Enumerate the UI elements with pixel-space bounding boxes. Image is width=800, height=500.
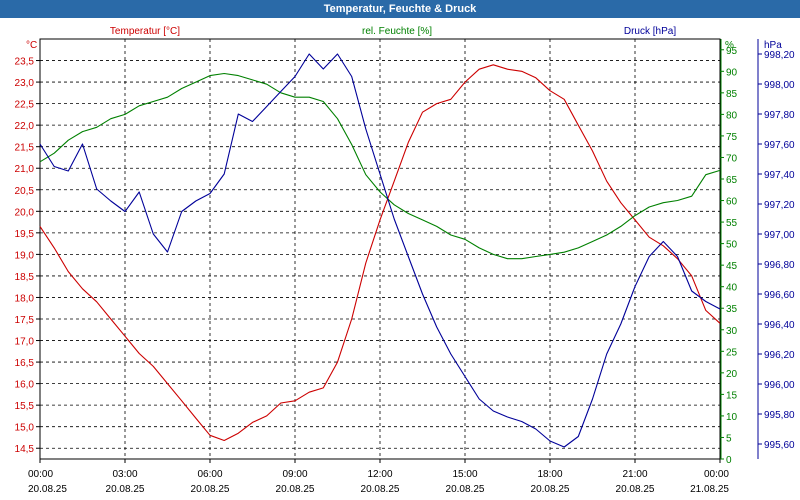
time-tick-label: 00:00 [704, 469, 729, 480]
series-line-humidity [39, 72, 721, 260]
date-tick-label: 20.08.25 [28, 484, 67, 495]
date-tick-label: 21.08.25 [690, 484, 729, 495]
temperature-tick-label: 23,5 [15, 57, 35, 68]
humidity-tick-label: 10 [726, 412, 738, 423]
pressure-tick-label: 996,20 [764, 350, 795, 361]
temperature-tick-label: 16,5 [15, 358, 35, 369]
pressure-tick-label: 996,80 [764, 260, 795, 271]
date-tick-label: 20.08.25 [191, 484, 230, 495]
time-tick-label: 18:00 [537, 469, 562, 480]
temperature-axis-title: Temperatur [°C] [110, 26, 180, 37]
series-line-pressure [39, 53, 721, 448]
humidity-tick-label: 25 [726, 347, 738, 358]
temperature-tick-label: 21,0 [15, 164, 35, 175]
temperature-tick-label: 22,5 [15, 100, 35, 111]
humidity-tick-label: 90 [726, 67, 738, 78]
time-tick-label: 03:00 [112, 469, 137, 480]
humidity-tick-label: 75 [726, 132, 738, 143]
humidity-tick-label: 5 [726, 433, 732, 444]
time-tick-label: 15:00 [452, 469, 477, 480]
pressure-tick-label: 997,60 [764, 140, 795, 151]
humidity-tick-label: 80 [726, 110, 738, 121]
grid [40, 39, 720, 459]
temperature-tick-label: 16,0 [15, 380, 35, 391]
time-axis: 00:00 20.08.25 03:00 20.08.25 06:00 20.08.25 0… [28, 459, 729, 495]
humidity-tick-label: 30 [726, 326, 738, 337]
humidity-tick-label: 40 [726, 283, 738, 294]
date-tick-label: 20.08.25 [361, 484, 400, 495]
humidity-tick-label: 0 [726, 455, 732, 466]
time-tick-label: 12:00 [367, 469, 392, 480]
pressure-tick-label: 998,20 [764, 50, 795, 61]
time-tick-label: 21:00 [622, 469, 647, 480]
pressure-tick-label: 997,00 [764, 230, 795, 241]
date-tick-label: 20.08.25 [106, 484, 145, 495]
humidity-tick-label: 15 [726, 390, 738, 401]
temperature-tick-label: 17,0 [15, 337, 35, 348]
pressure-tick-label: 996,40 [764, 320, 795, 331]
axis-headers: °C Temperatur [°C] rel. Feuchte [%] Druck [… [26, 26, 782, 51]
temperature-tick-label: 22,0 [15, 121, 35, 132]
temperature-tick-label: 21,5 [15, 143, 35, 154]
temperature-tick-label: 19,0 [15, 250, 35, 261]
temperature-axis: 14,5 15,0 15,5 16,0 16,5 17,0 17,5 18,0 18,5 19,0… [15, 57, 40, 455]
humidity-tick-label: 85 [726, 89, 738, 100]
pressure-axis: 995,60 995,80 996,00 996,20 996,40 996,60 996,… [757, 39, 795, 459]
date-tick-label: 20.08.25 [276, 484, 315, 495]
humidity-tick-label: 45 [726, 261, 738, 272]
temperature-tick-label: 20,0 [15, 207, 35, 218]
date-tick-label: 20.08.25 [531, 484, 570, 495]
series-lines [39, 53, 721, 448]
temperature-unit: °C [26, 40, 37, 51]
pressure-tick-label: 996,00 [764, 380, 795, 391]
temperature-tick-label: 15,5 [15, 401, 35, 412]
temperature-tick-label: 19,5 [15, 229, 35, 240]
humidity-tick-label: 20 [726, 369, 738, 380]
humidity-tick-label: 35 [726, 304, 738, 315]
humidity-tick-label: 65 [726, 175, 738, 186]
series-line-temperature [39, 64, 721, 442]
temperature-tick-label: 18,0 [15, 293, 35, 304]
humidity-tick-label: 95 [726, 46, 738, 57]
humidity-tick-label: 55 [726, 218, 738, 229]
humidity-tick-label: 70 [726, 153, 738, 164]
pressure-tick-label: 997,20 [764, 200, 795, 211]
pressure-tick-label: 998,00 [764, 80, 795, 91]
humidity-unit: % [725, 40, 734, 51]
humidity-tick-label: 50 [726, 240, 738, 251]
humidity-axis: 0 5 10 15 20 25 30 35 40 45 50 55 60 65 70 75 80 85 90 95 [720, 39, 738, 466]
temperature-tick-label: 15,0 [15, 423, 35, 434]
temperature-tick-label: 14,5 [15, 444, 35, 455]
temperature-tick-label: 23,0 [15, 78, 35, 89]
pressure-tick-label: 997,40 [764, 170, 795, 181]
humidity-axis-title: rel. Feuchte [%] [362, 26, 432, 37]
temperature-tick-label: 18,5 [15, 272, 35, 283]
pressure-tick-label: 995,80 [764, 410, 795, 421]
time-tick-label: 09:00 [282, 469, 307, 480]
temperature-tick-label: 20,5 [15, 186, 35, 197]
pressure-unit: hPa [764, 40, 782, 51]
date-tick-label: 20.08.25 [616, 484, 655, 495]
time-tick-label: 06:00 [197, 469, 222, 480]
time-tick-label: 00:00 [28, 469, 53, 480]
chart-title: Temperatur, Feuchte & Druck [0, 0, 800, 18]
humidity-tick-label: 60 [726, 197, 738, 208]
pressure-tick-label: 996,60 [764, 290, 795, 301]
temperature-tick-label: 17,5 [15, 315, 35, 326]
pressure-tick-label: 997,80 [764, 110, 795, 121]
pressure-tick-label: 995,60 [764, 440, 795, 451]
date-tick-label: 20.08.25 [446, 484, 485, 495]
pressure-axis-title: Druck [hPa] [624, 26, 676, 37]
